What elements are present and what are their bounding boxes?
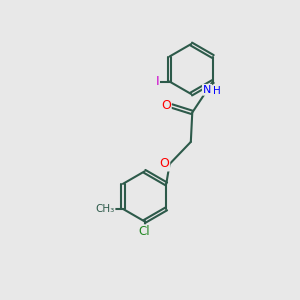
Text: H: H xyxy=(213,86,220,96)
Text: I: I xyxy=(155,75,159,88)
Text: N: N xyxy=(203,85,211,95)
Text: Cl: Cl xyxy=(139,225,150,238)
Text: O: O xyxy=(161,100,171,112)
Text: CH₃: CH₃ xyxy=(96,204,115,214)
Text: O: O xyxy=(159,158,169,170)
